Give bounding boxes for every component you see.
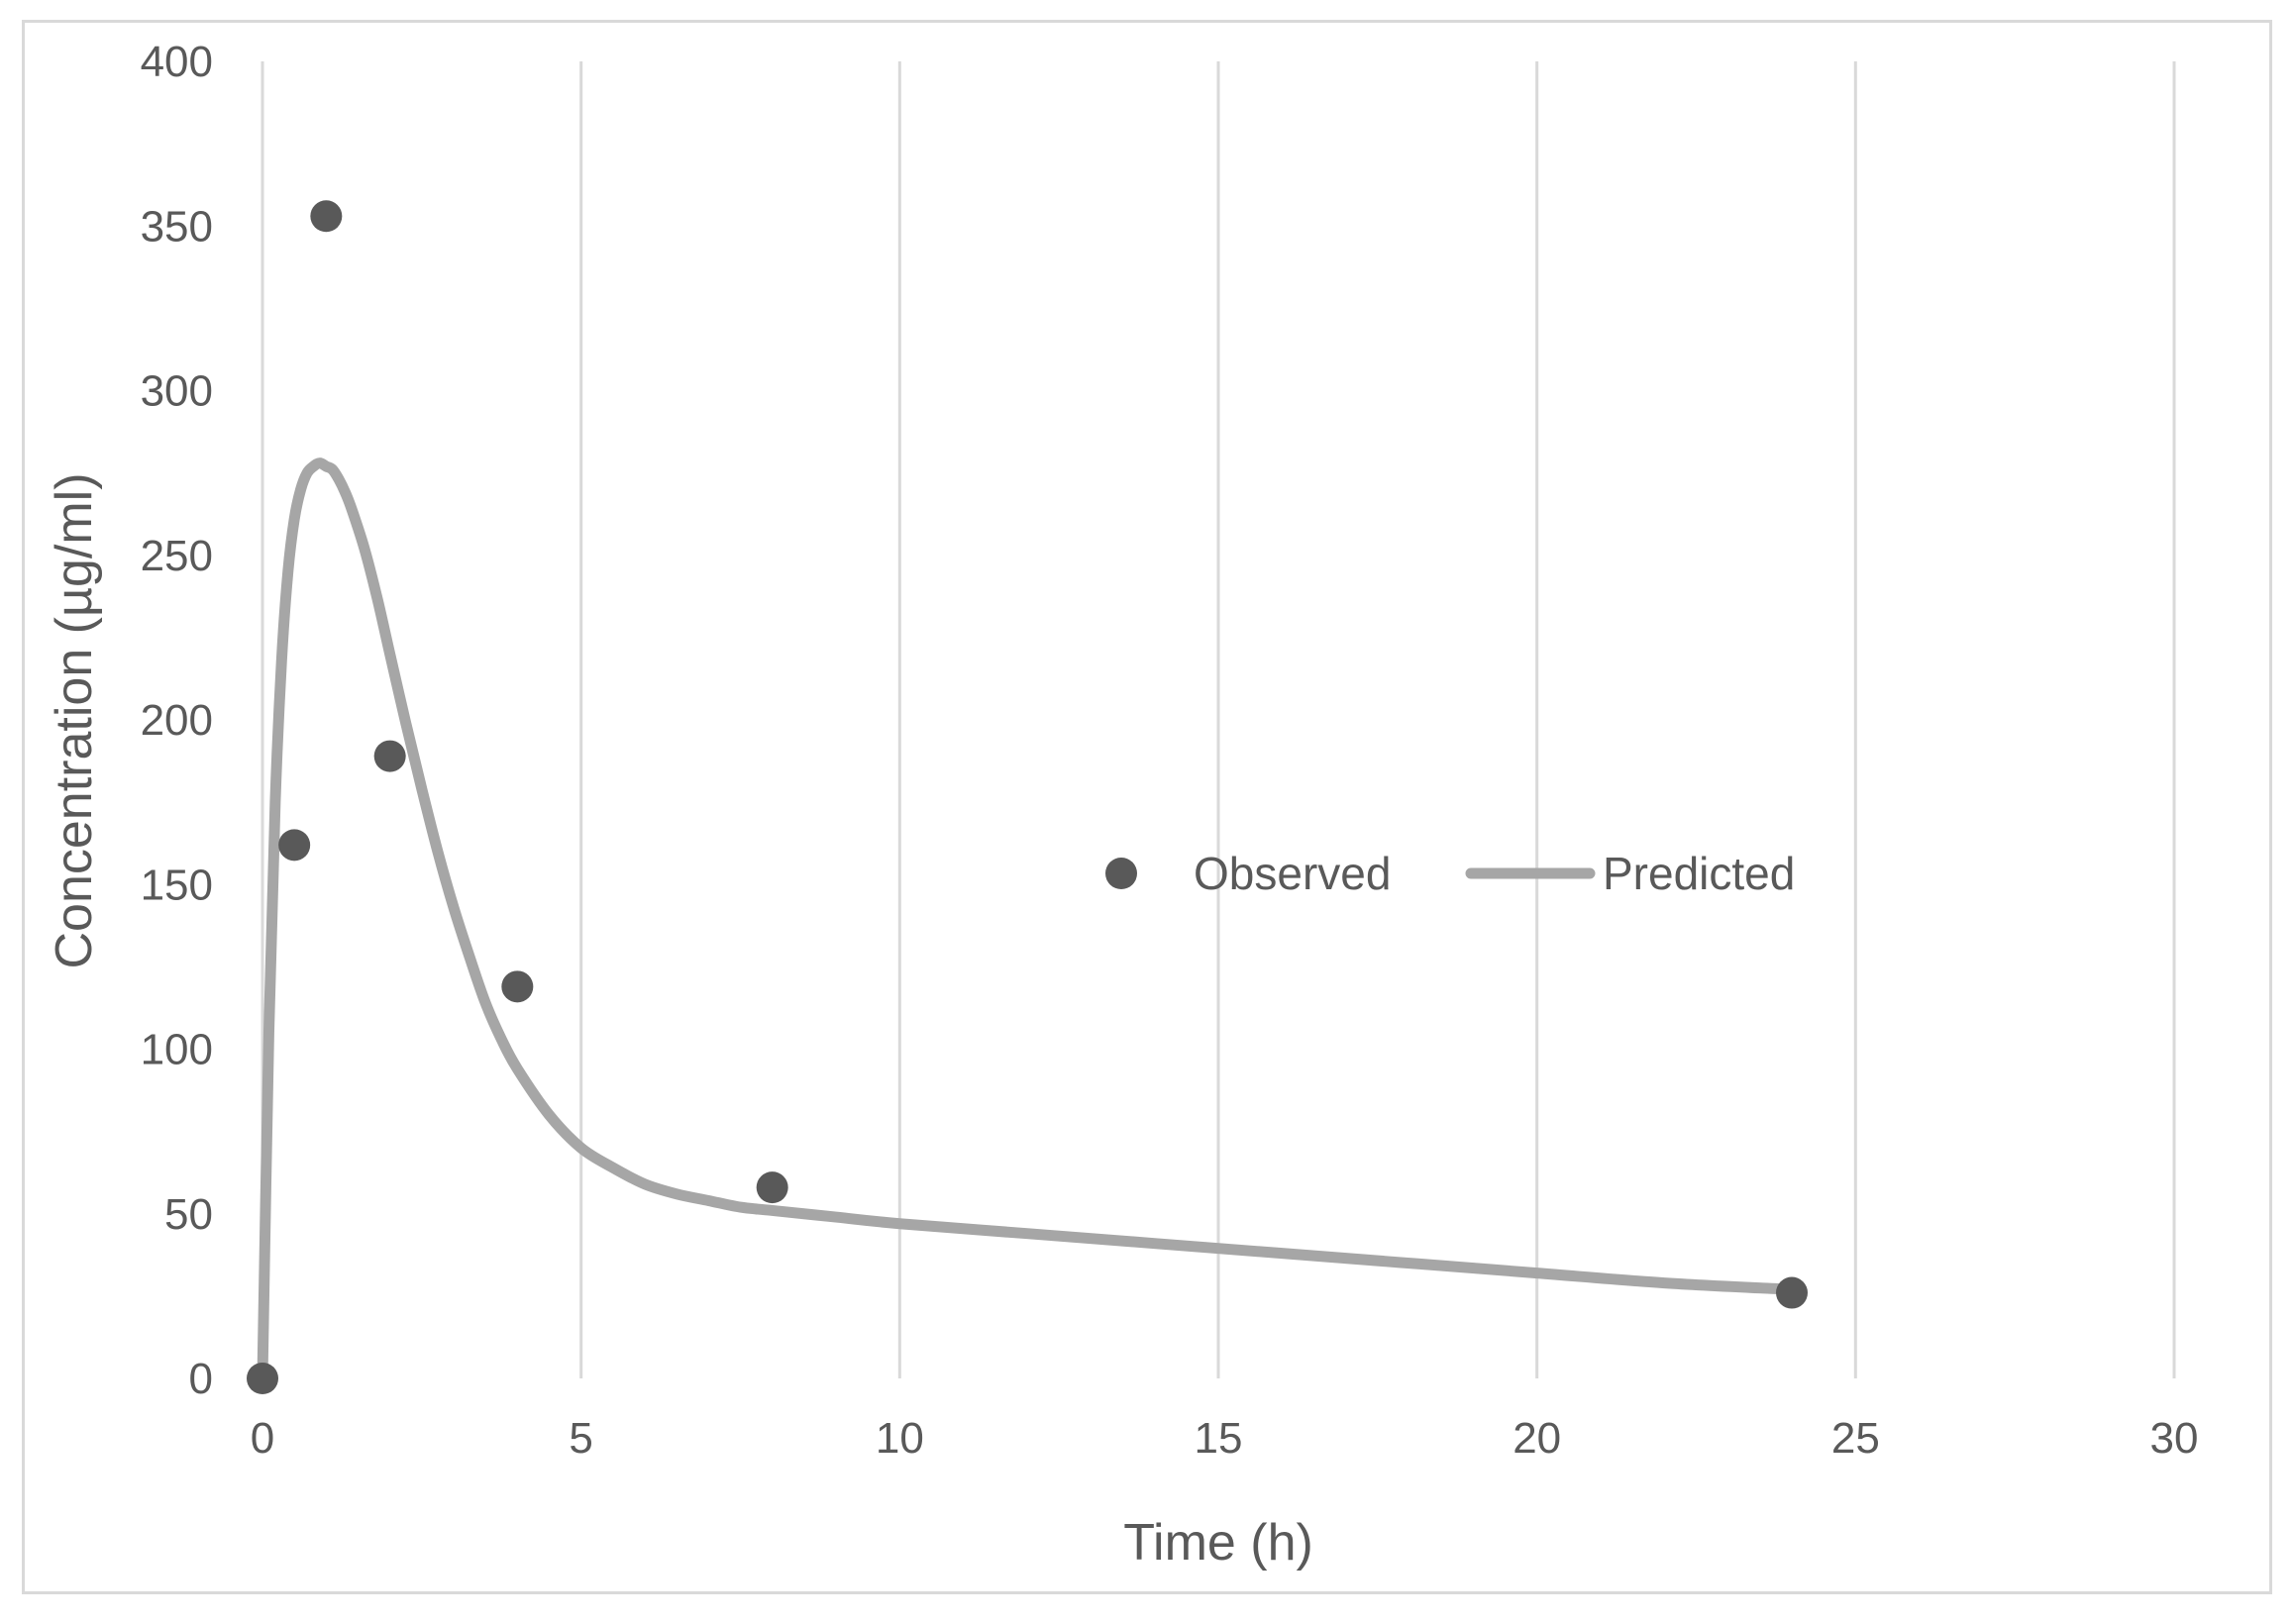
y-tick-label: 400: [141, 38, 213, 86]
x-tick-label: 25: [1831, 1414, 1880, 1463]
observed-point: [373, 740, 406, 772]
x-tick-label: 0: [251, 1414, 274, 1463]
series-predicted-line: [257, 457, 1798, 1384]
chart-frame: [22, 20, 2272, 1594]
observed-point: [756, 1171, 788, 1204]
legend-observed-marker: [1105, 858, 1137, 889]
x-tick-labels: 0 5 10 15 20 25 30: [251, 1414, 2199, 1463]
observed-point: [501, 970, 534, 1003]
legend-predicted-label: Predicted: [1603, 848, 1795, 899]
y-tick-label: 50: [164, 1190, 213, 1239]
y-tick-labels: 0 50 100 150 200 250 300 350 400: [141, 38, 213, 1403]
observed-point: [247, 1363, 278, 1394]
observed-point: [278, 829, 311, 862]
y-tick-label: 100: [141, 1026, 213, 1074]
legend: Observed Predicted: [1105, 848, 1795, 899]
x-tick-label: 15: [1195, 1414, 1243, 1463]
x-axis-title: Time (h): [1123, 1514, 1313, 1572]
grid-layer: [261, 61, 2176, 1378]
y-tick-label: 0: [189, 1355, 213, 1403]
x-tick-label: 5: [569, 1414, 592, 1463]
x-tick-label: 20: [1513, 1414, 1561, 1463]
x-tick-label: 30: [2150, 1414, 2199, 1463]
series-layer: [247, 200, 1808, 1394]
observed-point: [310, 200, 343, 233]
x-tick-label: 10: [876, 1414, 924, 1463]
y-axis-title: Concentration (µg/ml): [46, 472, 103, 968]
y-tick-label: 250: [141, 532, 213, 580]
y-tick-label: 150: [141, 861, 213, 909]
legend-observed-label: Observed: [1194, 848, 1391, 899]
y-tick-label: 200: [141, 696, 213, 745]
observed-point: [1776, 1276, 1808, 1309]
y-tick-label: 300: [141, 367, 213, 416]
y-tick-label: 350: [141, 202, 213, 251]
